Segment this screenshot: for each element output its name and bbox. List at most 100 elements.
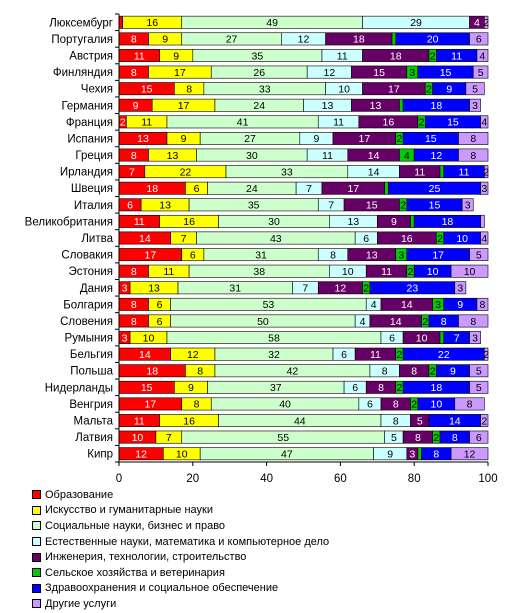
data-label: 6: [157, 299, 163, 311]
data-label: 8: [467, 399, 473, 411]
data-label: 6: [127, 200, 133, 212]
x-tick-label: 40: [260, 473, 273, 485]
data-label: 3: [472, 100, 478, 112]
data-label: 35: [252, 50, 264, 62]
legend-item: Сельское хозяйства и ветеринария: [32, 565, 502, 581]
legend-swatch: [32, 537, 41, 547]
data-label: 42: [287, 366, 299, 378]
data-label: 13: [347, 216, 359, 228]
data-label: 11: [414, 166, 425, 178]
data-label: 58: [268, 332, 280, 344]
data-label: 7: [454, 332, 460, 344]
data-label: 3: [481, 183, 487, 195]
bar-segment: [469, 331, 481, 344]
data-label: 10: [416, 332, 428, 344]
data-label: 3: [398, 249, 404, 261]
data-label: 17: [432, 249, 444, 261]
bar-segment: [480, 414, 489, 427]
data-label: 10: [464, 266, 476, 278]
data-label: 2: [397, 349, 403, 361]
data-label: 15: [429, 200, 441, 212]
data-label: 15: [440, 67, 452, 79]
data-label: 11: [451, 50, 462, 62]
data-label: 11: [163, 266, 174, 278]
data-label: 4: [474, 17, 480, 29]
data-label: 12: [464, 449, 476, 461]
data-label: 3: [435, 299, 441, 311]
bar-segment: [480, 181, 489, 195]
bar-segment: [469, 380, 489, 394]
data-label: 6: [194, 183, 200, 195]
data-label: 16: [146, 17, 158, 29]
data-label: 9: [188, 382, 194, 394]
data-label: 7: [181, 233, 187, 245]
data-label: 8: [441, 316, 447, 328]
bar-segment: [454, 281, 467, 295]
data-label: 8: [452, 432, 458, 444]
data-label: 11: [134, 216, 145, 228]
category-label: Швеция: [71, 183, 113, 195]
data-label: 15: [447, 117, 459, 129]
data-label: 5: [417, 415, 423, 427]
data-label: 12: [298, 34, 310, 46]
data-label: 2: [120, 117, 126, 129]
data-label: 14: [139, 349, 151, 361]
data-label: 9: [446, 83, 452, 95]
data-label: 2: [437, 233, 443, 245]
data-label: 31: [229, 283, 241, 295]
data-label: 3: [409, 67, 415, 79]
category-label: Финляндия: [53, 67, 113, 79]
data-label: 18: [430, 100, 442, 112]
data-label: 18: [430, 382, 442, 394]
data-label: 11: [459, 166, 470, 178]
data-label: 3: [409, 449, 415, 461]
data-label: 15: [425, 133, 437, 145]
data-label: 22: [438, 349, 450, 361]
data-label: 6: [363, 233, 369, 245]
data-label: 30: [268, 216, 280, 228]
data-label: 2: [430, 366, 436, 378]
data-label: 2: [433, 432, 439, 444]
data-label: 6: [341, 349, 347, 361]
data-label: 4: [360, 316, 366, 328]
legend-label: Искусство и гуманитарные науки: [45, 504, 213, 517]
legend-item: Инженерия, технологии, строительство: [32, 549, 502, 565]
bar-segment: [476, 49, 489, 62]
data-label: 16: [383, 117, 395, 129]
category-label: Бельгия: [70, 349, 113, 361]
category-label: Чехия: [81, 84, 113, 96]
data-label: 4: [371, 299, 377, 311]
data-label: 27: [226, 34, 238, 46]
data-label: 11: [141, 117, 152, 129]
legend-item: Образование: [32, 487, 502, 503]
data-label: 8: [197, 366, 203, 378]
data-label: 14: [368, 166, 380, 178]
chart-legend: Образование Искусство и гуманитарные наук…: [32, 487, 502, 612]
data-label: 10: [342, 266, 354, 278]
data-label: 35: [248, 200, 260, 212]
bar-segment: [469, 32, 489, 46]
bar-segment: [450, 264, 489, 278]
category-label: Португалия: [51, 34, 113, 46]
category-label: Нидерланды: [45, 382, 113, 394]
legend-label: Сельское хозяйства и ветеринария: [45, 566, 225, 579]
data-label: 13: [366, 249, 378, 261]
data-label: 9: [162, 34, 168, 46]
data-label: 5: [476, 382, 482, 394]
data-label: 10: [427, 266, 439, 278]
data-label: 5: [391, 432, 397, 444]
data-label: 9: [387, 449, 393, 461]
data-label: 8: [470, 133, 476, 145]
data-label: 24: [253, 100, 265, 112]
legend-label: Здравоохранения и социальное обеспечение: [45, 582, 279, 595]
data-label: 3: [122, 283, 128, 295]
data-label: 6: [476, 432, 482, 444]
category-label: Германия: [61, 100, 113, 112]
data-label: 16: [183, 415, 195, 427]
data-label: 3: [465, 200, 471, 212]
data-label: 11: [370, 349, 381, 361]
data-label: 7: [129, 166, 135, 178]
data-label: 12: [323, 67, 335, 79]
x-tick-label: 60: [334, 473, 347, 485]
data-label: 3: [457, 283, 463, 295]
